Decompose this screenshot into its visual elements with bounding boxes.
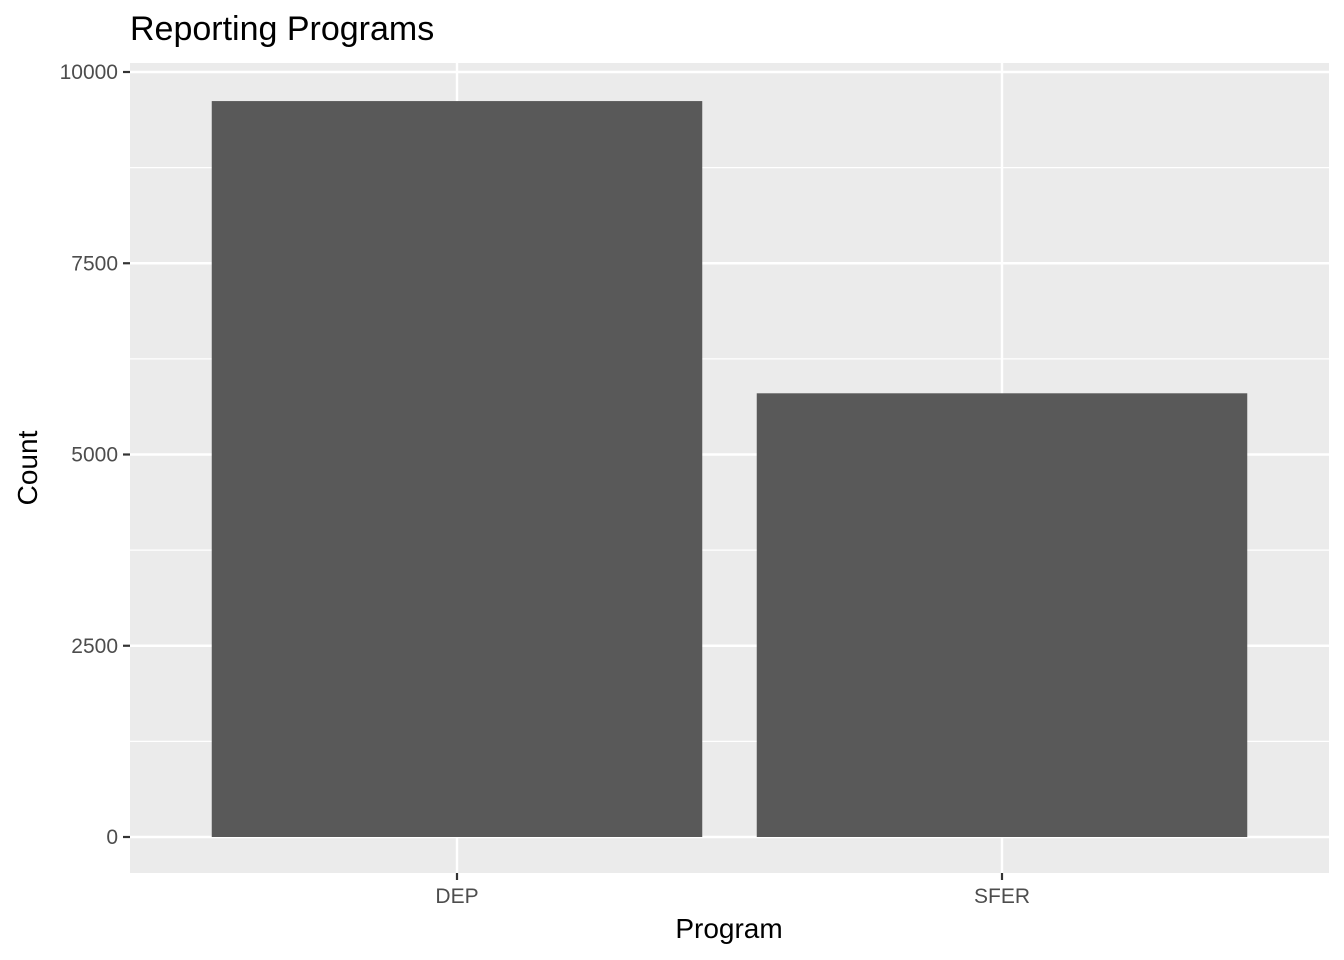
- x-axis-title: Program: [675, 913, 782, 944]
- bars: [211, 101, 1248, 837]
- y-tick-label: 10000: [60, 61, 118, 84]
- bar-dep: [211, 101, 703, 837]
- chart-title: Reporting Programs: [130, 10, 434, 48]
- y-tick-label: 5000: [71, 444, 118, 467]
- y-tick-label: 0: [106, 826, 118, 849]
- x-tick-label: SFER: [974, 885, 1030, 908]
- y-axis: 0 2500 5000 7500 10000: [60, 61, 130, 849]
- y-tick-label: 2500: [71, 635, 118, 658]
- bar-sfer: [756, 393, 1248, 837]
- x-tick-label: DEP: [435, 885, 478, 908]
- x-axis: DEP SFER: [435, 873, 1030, 908]
- y-tick-label: 7500: [71, 252, 118, 275]
- y-axis-title: Count: [12, 430, 43, 505]
